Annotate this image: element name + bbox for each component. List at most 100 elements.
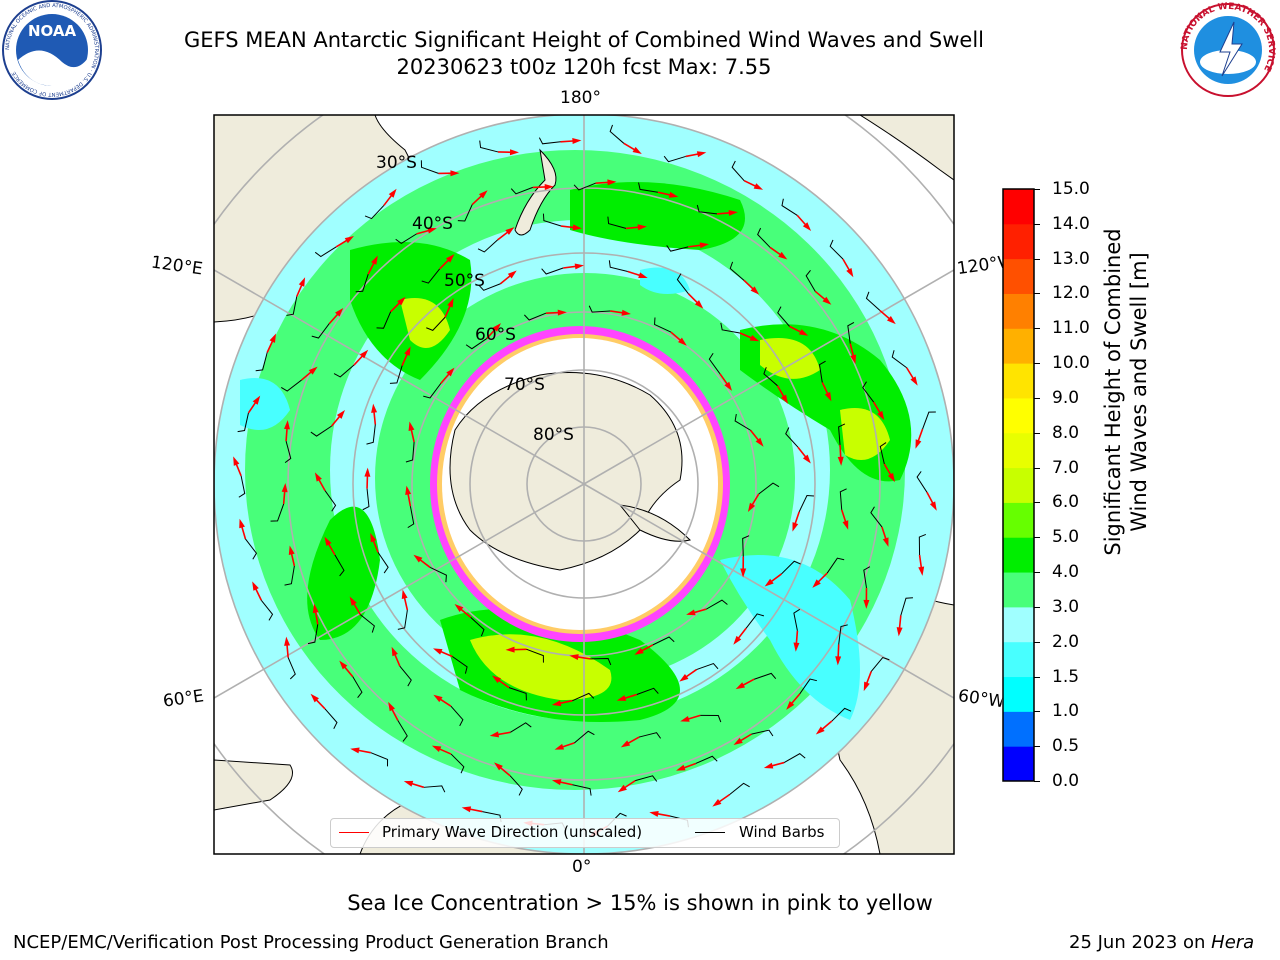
wave-arrow-head: [750, 286, 760, 295]
colorbar-label-line2: Wind Waves and Swell [m]: [1127, 252, 1151, 532]
wave-arrow-head: [308, 366, 318, 375]
colorbar-tick-mark: [1034, 397, 1040, 399]
wave-arrow-head: [842, 520, 849, 530]
wind-barb: [636, 687, 659, 695]
wave-arrow-head: [404, 346, 411, 356]
colorbar-tick-label: 8.0: [1052, 422, 1080, 443]
wave-arrow-head: [679, 674, 689, 682]
colorbar-segment: [1003, 572, 1034, 608]
wind-barb: [590, 658, 612, 666]
wave-arrow-head: [447, 298, 454, 308]
wind-barb: [708, 352, 721, 375]
wind-barb: [785, 427, 799, 448]
chart-title-line1: GEFS MEAN Antarctic Significant Height o…: [183, 28, 985, 52]
wind-barb: [638, 732, 662, 739]
wave-arrow-head: [802, 454, 811, 464]
wave-arrow-head: [764, 578, 774, 587]
colorbar-tick-label: 7.0: [1052, 457, 1080, 478]
wind-barb: [777, 306, 790, 327]
wind-barb: [423, 785, 446, 793]
wind-barb: [763, 367, 778, 387]
wind-barb: [745, 613, 765, 629]
lon-label-0: 0°: [572, 857, 592, 877]
wave-arrow-head: [551, 700, 562, 707]
colorbar-tick-label: 12.0: [1052, 283, 1090, 304]
lat-label-40s: 40°S: [412, 214, 453, 234]
wave-arrow-head: [461, 806, 472, 813]
wave-arrow-head: [728, 209, 738, 216]
wave-arrow-head: [634, 647, 644, 655]
wave-arrow-head: [431, 745, 442, 753]
colorbar-tick-label: 13.0: [1052, 248, 1090, 269]
colorbar-segment: [1003, 606, 1034, 643]
colorbar-tick-mark: [1034, 641, 1040, 643]
wave-arrow-head: [798, 329, 809, 336]
wave-arrow-head: [686, 609, 696, 616]
wind-barb: [286, 296, 298, 316]
wind-barb: [366, 424, 376, 445]
pacific-land: [859, 115, 954, 181]
wind-barb: [397, 720, 408, 742]
colorbar-tick-label: 6.0: [1052, 492, 1080, 513]
colorbar-segment: [1003, 293, 1034, 329]
wind-barb: [588, 305, 611, 313]
wind-barb: [720, 322, 740, 334]
wind-barb: [862, 381, 875, 403]
wave-arrow-head: [616, 695, 627, 701]
wind-barb: [465, 338, 488, 350]
wind-barb: [311, 323, 330, 339]
wave-arrow-head: [887, 472, 895, 483]
noaa-logo-text: NOAA: [28, 22, 77, 40]
wind-barb: [538, 137, 561, 145]
wave-arrow-head: [620, 740, 631, 748]
wind-barb: [847, 321, 855, 344]
colorbar-tick-mark: [1034, 537, 1040, 539]
wind-barb: [324, 490, 337, 512]
wave-arrow-head: [699, 242, 709, 249]
wave-arrow-head: [882, 537, 889, 547]
wave-arrow-head: [735, 682, 746, 690]
wave-arrow-head: [557, 309, 567, 316]
wind-barb: [783, 753, 806, 763]
wave-arrow-head: [344, 235, 354, 244]
wave-arrow-head: [886, 315, 896, 325]
wave-arrow-head: [733, 737, 743, 746]
wave-arrow-head: [494, 762, 503, 771]
wind-barb: [364, 205, 385, 220]
lat-label-50s: 50°S: [444, 271, 485, 291]
wind-barb: [729, 782, 750, 795]
colorbar-tick-mark: [1034, 223, 1040, 225]
wind-barb: [734, 413, 751, 431]
colorbar-tick-label: 3.0: [1052, 596, 1080, 617]
colorbar-segment: [1003, 641, 1034, 678]
colorbar-label: Significant Height of Combined Wind Wave…: [1100, 112, 1152, 672]
colorbar-tick-label: 9.0: [1052, 387, 1080, 408]
wave-arrow-head: [740, 568, 747, 578]
wind-barb: [399, 665, 412, 687]
wave-arrow-head: [491, 675, 502, 684]
wave-arrow-head: [850, 354, 857, 364]
wave-arrow-head: [310, 693, 319, 703]
wave-arrow-head: [572, 224, 582, 231]
footer-date-text: 25 Jun 2023 on: [1069, 932, 1206, 953]
colorbar-tick-label: 0.5: [1052, 736, 1080, 757]
wave-arrow-head: [391, 646, 398, 657]
wind-barb: [508, 687, 527, 701]
wind-barb: [280, 379, 302, 392]
wave-arrow-head: [350, 747, 360, 754]
wind-barb: [377, 552, 389, 574]
wind-barb: [654, 317, 672, 333]
wind-barb: [870, 656, 890, 672]
wave-arrow-head: [863, 599, 870, 609]
wave-arrow-head: [489, 731, 500, 738]
wind-barb: [407, 506, 415, 529]
wave-arrow-head: [696, 151, 707, 158]
wave-arrow-head: [910, 376, 918, 386]
wave-arrow-head: [621, 309, 631, 316]
wave-arrow-head: [680, 715, 690, 722]
wave-arrow-head: [554, 743, 565, 750]
wind-barb: [916, 471, 928, 493]
wind-barb: [477, 239, 498, 253]
wind-barb: [666, 245, 689, 252]
wave-arrow-head: [349, 596, 357, 606]
